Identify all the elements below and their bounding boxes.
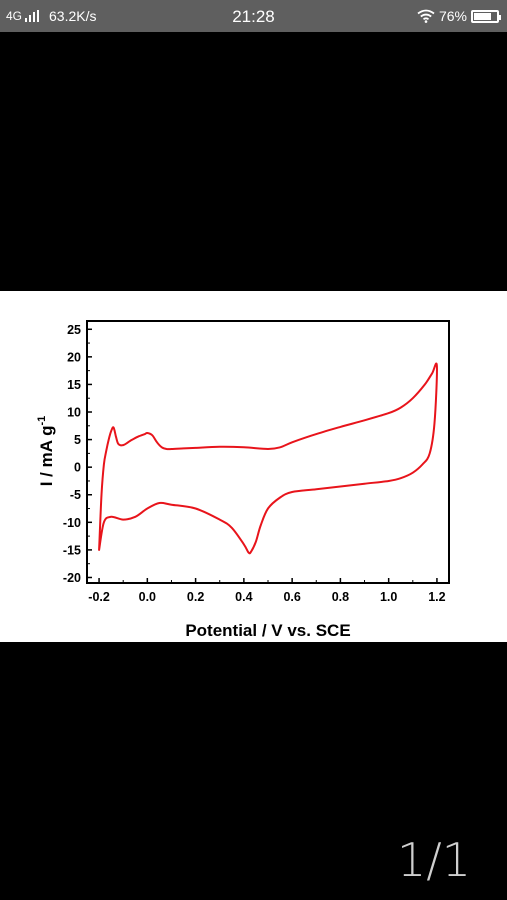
y-tick-label: -15 (63, 543, 81, 557)
x-tick-label: 0.6 (283, 590, 300, 604)
battery-icon (471, 9, 501, 23)
cv-chart: -0.2 0.0 0.2 0.4 0.6 0.8 1.0 1.2 -20 -15 -10 -5 0 5 10… (36, 320, 450, 640)
battery-fill (474, 12, 491, 20)
network-type: 4G (6, 9, 23, 23)
x-tick-label: -0.2 (88, 590, 110, 604)
x-tick-label: 1.2 (428, 590, 445, 604)
y-axis-label: I / mA g-1 (36, 416, 56, 487)
y-tick-label: -5 (70, 488, 81, 502)
x-tick-label: 0.4 (235, 590, 252, 604)
status-bar: 4G 63.2K/s 21:28 76% (0, 0, 507, 32)
y-tick-label: 15 (67, 378, 81, 392)
y-tick-label: 25 (67, 323, 81, 337)
signal-icon (25, 10, 41, 22)
x-tick-label: 0.2 (187, 590, 204, 604)
x-tick-label: 0.8 (332, 590, 349, 604)
battery-percent: 76% (438, 8, 467, 24)
y-tick-label: 10 (67, 406, 81, 420)
y-axis-label-sup: -1 (36, 416, 48, 426)
x-tick-label: 1.0 (380, 590, 397, 604)
y-tick-label: -10 (63, 516, 81, 530)
x-axis-label: Potential / V vs. SCE (185, 621, 350, 640)
y-tick-label: 0 (74, 461, 81, 475)
wifi-icon (417, 9, 435, 23)
network-speed: 63.2K/s (49, 8, 97, 24)
plot-frame (86, 320, 450, 584)
image-viewer-figure[interactable]: -0.2 0.0 0.2 0.4 0.6 0.8 1.0 1.2 -20 -15 -10 -5 0 5 10… (0, 291, 507, 642)
clock: 21:28 (232, 7, 275, 26)
y-tick-label: 20 (67, 350, 81, 364)
y-tick-label: -20 (63, 571, 81, 585)
y-tick-label: 5 (74, 433, 81, 447)
page-indicator: 1/1 (396, 833, 471, 887)
status-left: 4G 63.2K/s (6, 8, 97, 24)
x-tick-label: 0.0 (139, 590, 156, 604)
y-axis-label-main: I / mA g (37, 426, 56, 487)
status-right: 76% (417, 8, 501, 24)
cv-curve (98, 362, 438, 555)
battery-cap (499, 14, 501, 20)
